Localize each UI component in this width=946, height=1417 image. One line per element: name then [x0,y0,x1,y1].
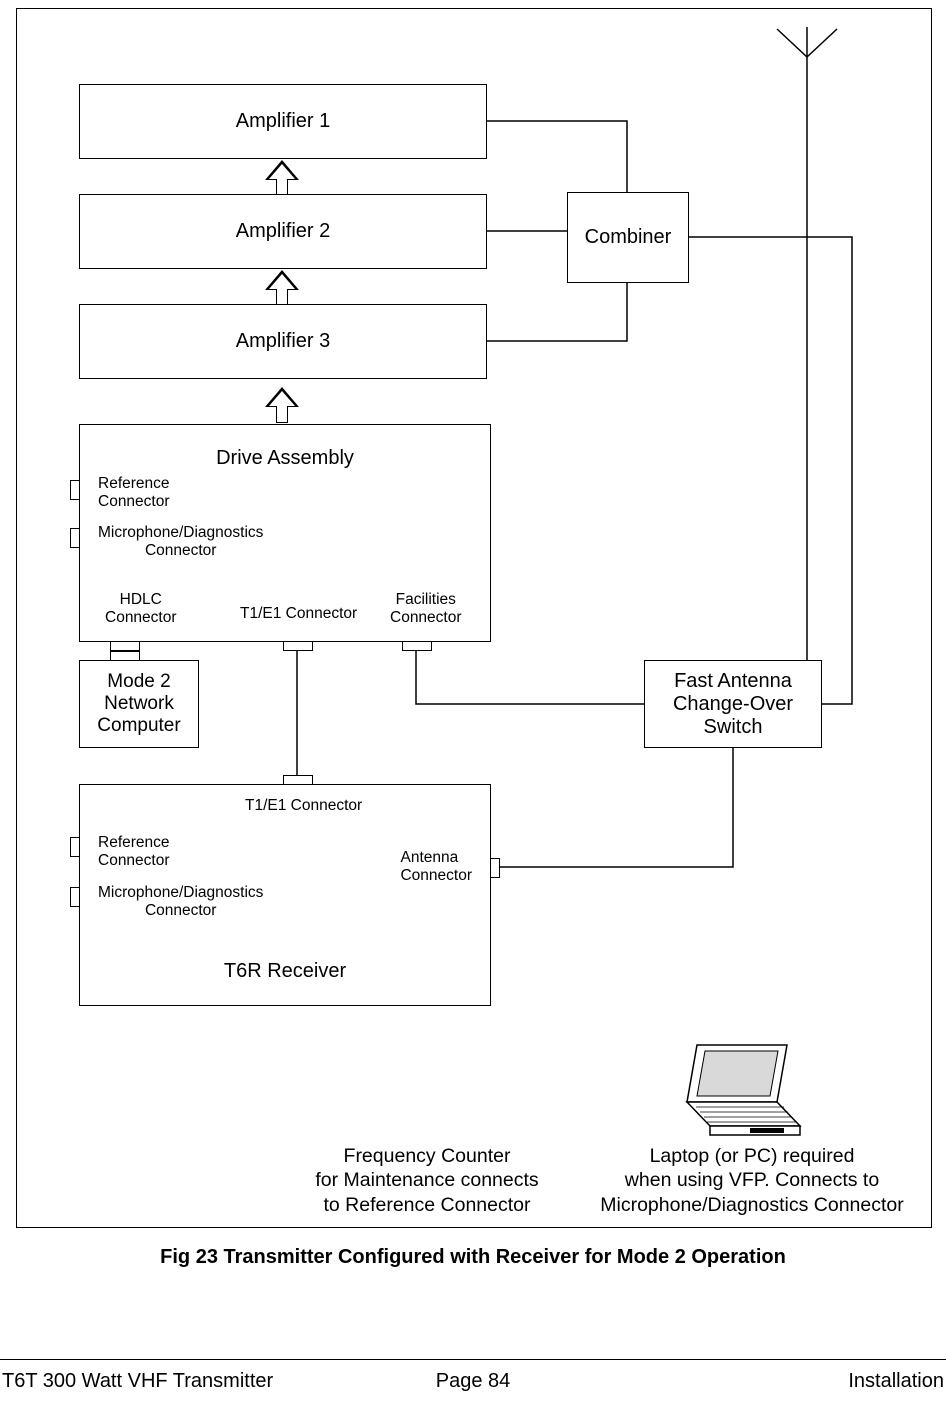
drive-reference-tab [70,480,80,500]
page-footer: T6T 300 Watt VHF Transmitter Page 84 Ins… [0,1359,946,1393]
arrow-amp3-to-amp2 [265,270,299,306]
drive-t1e1-label: T1/E1 Connector [240,605,357,623]
drive-hdlc-label: HDLCConnector [105,591,177,627]
laptop-note: Laptop (or PC) required when using VFP. … [587,1144,917,1217]
drive-micdiag-label: Microphone/DiagnosticsConnector [98,524,263,560]
receiver-title: T6R Receiver [80,960,490,983]
receiver-micdiag-tab [70,887,80,907]
amplifier-1-label: Amplifier 1 [236,110,330,133]
figure-frame: Amplifier 1 Amplifier 2 Amplifier 3 Comb… [16,8,932,1228]
fast-antenna-switch-block: Fast Antenna Change-Over Switch [644,660,822,748]
receiver-antenna-tab [490,858,500,878]
amplifier-3-label: Amplifier 3 [236,330,330,353]
footer-center: Page 84 [316,1370,630,1393]
drive-assembly-block: Drive Assembly ReferenceConnector Microp… [79,424,491,642]
mode2-label: Mode 2 Network Computer [97,671,180,737]
drive-title: Drive Assembly [80,447,490,470]
receiver-reference-label: ReferenceConnector [98,834,170,870]
receiver-t1e1-label: T1/E1 Connector [245,797,362,815]
drive-reference-label: ReferenceConnector [98,475,170,511]
drive-hdlc-tab [110,641,140,651]
fast-antenna-switch-label: Fast Antenna Change-Over Switch [673,670,793,739]
receiver-antenna-label: AntennaConnector [400,849,472,885]
amplifier-3-block: Amplifier 3 [79,304,487,379]
mode2-block: Mode 2 Network Computer [79,660,199,748]
figure-caption: Fig 23 Transmitter Configured with Recei… [0,1246,946,1269]
receiver-t1e1-tab [283,775,313,785]
footer-right: Installation [630,1370,946,1393]
arrow-amp2-to-amp1 [265,160,299,196]
mode2-top-tab [110,651,140,661]
footer-left: T6T 300 Watt VHF Transmitter [0,1370,316,1393]
drive-micdiag-tab [70,528,80,548]
amplifier-2-block: Amplifier 2 [79,194,487,269]
arrow-drive-to-amp3 [265,387,299,423]
frequency-counter-note: Frequency Counter for Maintenance connec… [292,1144,562,1217]
amplifier-1-block: Amplifier 1 [79,84,487,159]
amplifier-2-label: Amplifier 2 [236,220,330,243]
receiver-micdiag-label: Microphone/DiagnosticsConnector [98,884,263,920]
combiner-label: Combiner [585,226,672,249]
drive-facilities-tab [402,641,432,651]
drive-facilities-label: FacilitiesConnector [390,591,462,627]
laptop-icon [672,1042,802,1142]
combiner-block: Combiner [567,192,689,283]
receiver-reference-tab [70,837,80,857]
receiver-block: T1/E1 Connector ReferenceConnector Micro… [79,784,491,1006]
drive-t1e1-tab [283,641,313,651]
